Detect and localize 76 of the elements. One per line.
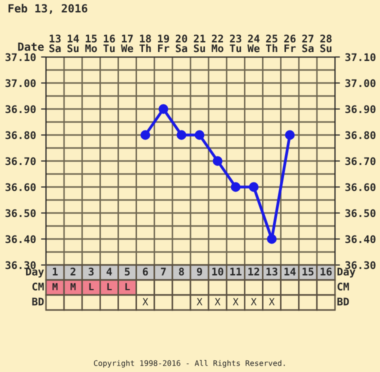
x-tick-label: 3 bbox=[88, 268, 94, 276]
point bbox=[212, 156, 222, 166]
y2-tick-label: CM bbox=[338, 282, 349, 291]
y-tick-label: 36.40 bbox=[6, 235, 36, 244]
y-tick-label: 37.10 bbox=[6, 53, 36, 62]
y-tick-label: 36.70 bbox=[6, 157, 36, 166]
x-tick-label: 13 bbox=[266, 268, 278, 276]
x-tick-label: 22 Mo bbox=[212, 34, 224, 52]
y-tick-label: 36.60 bbox=[6, 183, 36, 192]
text: L bbox=[125, 283, 130, 290]
point bbox=[266, 234, 277, 244]
point bbox=[140, 130, 150, 140]
x-tick-label: 14 Su bbox=[67, 34, 79, 52]
x-tick-label: 19 Fr bbox=[158, 34, 170, 52]
y2-tick-label: 36.70 bbox=[345, 157, 376, 166]
y-tick-label: 36.30 bbox=[6, 261, 36, 270]
x-tick-label: 1 bbox=[52, 268, 58, 276]
x-tick-label: 12 bbox=[248, 268, 260, 276]
y-tick-label: 36.90 bbox=[6, 105, 36, 114]
text: M bbox=[70, 283, 76, 290]
text: X bbox=[196, 298, 202, 306]
point bbox=[194, 130, 204, 140]
text: L bbox=[107, 283, 112, 290]
y-tick-label: 36.80 bbox=[6, 131, 36, 140]
x-tick-label: 28 Su bbox=[320, 34, 332, 52]
y2-tick-label: BD bbox=[337, 298, 349, 306]
text: M bbox=[52, 283, 58, 290]
x-tick-label: 21 Su bbox=[194, 34, 206, 52]
x-tick-label: 11 bbox=[230, 268, 242, 276]
x-tick-label: 17 We bbox=[121, 34, 134, 52]
y2-tick-label: 36.50 bbox=[345, 209, 376, 218]
point bbox=[176, 130, 186, 140]
y2-tick-label: 36.60 bbox=[345, 183, 376, 192]
y2-tick-label: 37.00 bbox=[345, 79, 376, 88]
text: X bbox=[268, 298, 275, 306]
x-tick-label: 15 bbox=[302, 268, 314, 276]
x-tick-label: 6 bbox=[142, 268, 148, 276]
text: X bbox=[232, 298, 238, 306]
y-tick-label: 37.00 bbox=[6, 79, 36, 88]
x-axis-title: Date bbox=[18, 42, 44, 51]
x-tick-label: 5 bbox=[124, 268, 130, 276]
x-tick-label: 16 Tu bbox=[103, 34, 115, 52]
x-tick-label: 7 bbox=[160, 268, 166, 276]
x-tick-label: 25 Th bbox=[266, 34, 278, 52]
x-tick-label: 9 bbox=[196, 268, 202, 276]
x-tick-label: 4 bbox=[106, 268, 112, 276]
text: X bbox=[142, 298, 148, 306]
y2-tick-label: 37.10 bbox=[345, 53, 376, 62]
x-tick-label: 24 We bbox=[247, 34, 260, 52]
y2-tick-label: 36.30 bbox=[345, 261, 376, 270]
text: L bbox=[89, 283, 94, 290]
x-tick-label: 14 bbox=[284, 268, 296, 276]
y-tick-label: 36.50 bbox=[6, 209, 36, 218]
y2-tick-label: 36.80 bbox=[345, 131, 376, 140]
y2-tick-label: 36.90 bbox=[345, 105, 376, 114]
x-tick-label: 13 Sa bbox=[49, 34, 61, 52]
point bbox=[230, 182, 241, 192]
point bbox=[284, 130, 295, 140]
text: X bbox=[214, 298, 220, 306]
x-tick-label: 23 Tu bbox=[230, 34, 242, 52]
x-tick-label: 2 bbox=[70, 268, 76, 276]
text: X bbox=[250, 298, 257, 306]
x-tick-label: 10 bbox=[212, 268, 224, 276]
x-tick-label: 20 Sa bbox=[176, 34, 188, 52]
x-axis-title: Day bbox=[26, 268, 44, 278]
x-tick-label: 18 Th bbox=[140, 34, 151, 52]
x-tick-label: 16 bbox=[320, 268, 332, 276]
chart-title: Feb 13, 2016 bbox=[8, 4, 88, 14]
x-tick-label: 8 bbox=[178, 268, 184, 276]
text: Day bbox=[338, 268, 356, 278]
point bbox=[248, 182, 259, 192]
point bbox=[158, 104, 168, 114]
x-tick-label: 15 Mo bbox=[85, 34, 97, 52]
y2-tick-label: 36.40 bbox=[345, 235, 376, 244]
x-tick-label: 26 Fr bbox=[284, 34, 296, 52]
x-tick-label: 27 Sa bbox=[302, 34, 314, 52]
